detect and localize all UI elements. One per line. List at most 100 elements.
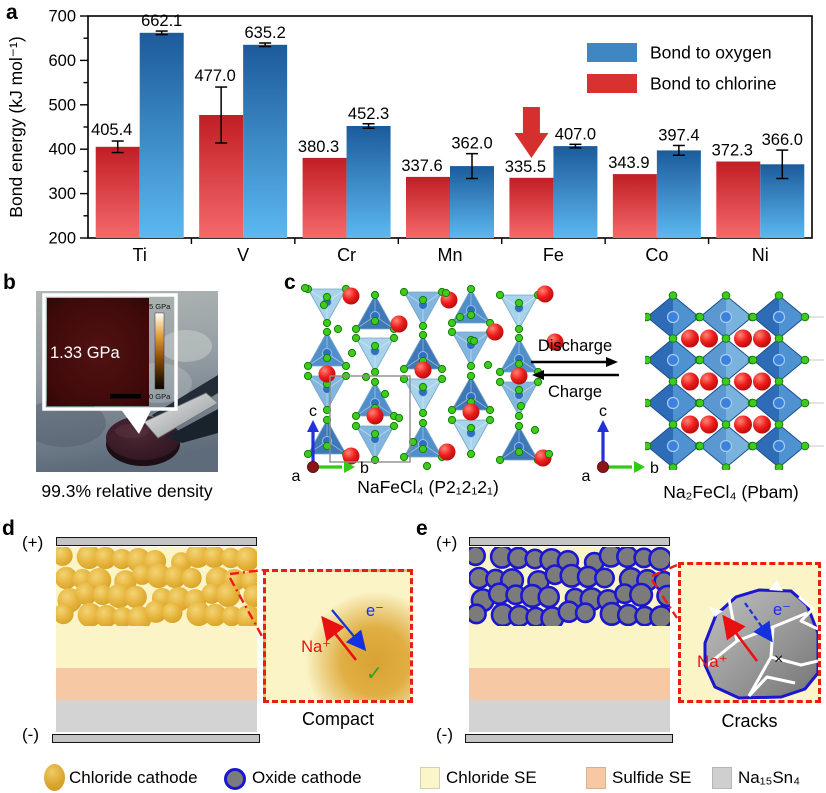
chart-legend-swatch	[587, 74, 637, 93]
cl-atom	[533, 377, 543, 387]
top-current-collector-d	[56, 537, 257, 546]
fecl6-octahedron	[647, 338, 673, 382]
compact-inset-drawing: Na⁺ e⁻ ✓	[301, 602, 384, 685]
cl-atom	[303, 371, 313, 381]
x-tick-label: V	[237, 245, 249, 263]
na-atom	[700, 415, 718, 434]
legend-swatch-sulfide-se	[586, 767, 606, 789]
error-bar	[466, 152, 478, 180]
x-tick-label: Cr	[337, 245, 356, 263]
legend-swatch-chloride-cathode	[44, 764, 65, 791]
fecl6-octahedron	[753, 295, 779, 339]
cl-atom	[418, 418, 428, 428]
fe-atom	[719, 439, 733, 453]
cl-atom	[514, 298, 524, 308]
inset-connector-d	[228, 568, 265, 639]
panel-label-a: a	[6, 1, 18, 24]
chloride-particle	[162, 602, 183, 623]
cl-atom	[418, 330, 428, 340]
fecl6-octahedron	[700, 424, 726, 468]
bottom-current-collector-d	[52, 734, 260, 743]
na-atom	[510, 367, 528, 385]
cl-atom	[418, 408, 428, 418]
electron-arrow	[331, 609, 367, 652]
cl-atom	[514, 447, 524, 457]
cl-atom	[645, 441, 652, 451]
colorbar	[154, 312, 165, 390]
bar-chlorine-Co	[612, 174, 657, 238]
right-arrowhead	[606, 357, 618, 367]
inset-pointer	[120, 408, 152, 434]
axis-a-label: a	[292, 468, 301, 485]
fe-atom	[719, 396, 733, 410]
cl-atom	[418, 321, 428, 331]
y-tick-label: 600	[48, 52, 76, 70]
cl-atom	[466, 371, 476, 381]
axis-c-label: c	[599, 403, 607, 420]
chloride-particle	[203, 547, 226, 568]
cl-atom	[668, 377, 678, 386]
bar-oxygen-Ti	[139, 32, 184, 238]
chloride-particle	[144, 600, 167, 623]
value-label: 362.0	[451, 135, 492, 153]
chloride-particle	[185, 547, 210, 568]
na-atom	[342, 447, 360, 465]
y-tick-label: 400	[48, 141, 76, 159]
cl-atom	[380, 389, 390, 399]
cl-atom	[645, 312, 652, 322]
cl-atom	[469, 336, 479, 346]
na-atom	[734, 329, 752, 348]
value-label: 662.1	[141, 12, 182, 30]
fecl6-octahedron	[673, 381, 699, 425]
cl-atom	[495, 455, 505, 465]
positive-terminal-d: (+)	[22, 533, 44, 552]
na-atom	[342, 287, 360, 305]
error-bar	[215, 86, 228, 144]
cl-atom	[399, 364, 409, 374]
cracks-caption: Cracks	[721, 711, 778, 731]
cl-atom	[721, 377, 731, 386]
error-bar	[362, 123, 375, 129]
value-label: 452.3	[348, 105, 389, 123]
cl-atom	[418, 382, 428, 392]
cl-atom	[668, 291, 678, 300]
fecl6-octahedron	[647, 295, 673, 339]
error-bar	[155, 30, 168, 36]
cl-atom	[447, 415, 457, 425]
value-label: 405.4	[91, 121, 132, 139]
na-atom	[536, 285, 554, 303]
cl-atom	[437, 374, 447, 384]
nafecl4-caption: NaFeCl₄ (P2₁2₁2₁)	[357, 477, 499, 497]
y-tick-label: 200	[48, 230, 76, 248]
value-label: 477.0	[194, 67, 235, 85]
chloride-particle	[204, 603, 227, 626]
cl-atom	[695, 355, 705, 365]
cl-atom	[394, 413, 404, 423]
electron-arrow-blocked	[744, 602, 773, 643]
crystal-axes: c b a	[582, 403, 659, 485]
legend-label-oxide-cathode: Oxide cathode	[252, 768, 362, 787]
afm-modulus-map	[47, 298, 149, 406]
panel-label-c: c	[284, 271, 296, 294]
fecl6-octahedron	[673, 295, 699, 339]
cl-atom	[695, 398, 705, 408]
cl-atom	[347, 348, 357, 358]
inset-connector-e	[650, 563, 679, 619]
colorbar-min-label: 0 GPa	[149, 392, 171, 401]
cl-atom	[370, 377, 380, 387]
oxide-particle	[629, 582, 654, 607]
chloride-particle	[56, 566, 78, 590]
pellet-photo: 1.33 GPa 5 GPa 0 GPa	[36, 291, 218, 472]
value-label: 380.3	[298, 138, 339, 156]
fe-atom	[666, 396, 680, 410]
fecl6-octahedron	[779, 295, 805, 339]
axis-c-label: c	[309, 403, 317, 420]
highlight-down-arrow	[514, 107, 549, 158]
chloride-cathode-layer	[56, 547, 257, 626]
cl-atom	[514, 359, 524, 369]
bar-oxygen-Fe	[553, 146, 598, 238]
y-axis-title: Bond energy (kJ mol⁻¹)	[6, 36, 26, 217]
crystal-axes: c b a	[292, 403, 369, 485]
cl-atom	[466, 310, 476, 320]
cl-atom	[495, 367, 505, 377]
